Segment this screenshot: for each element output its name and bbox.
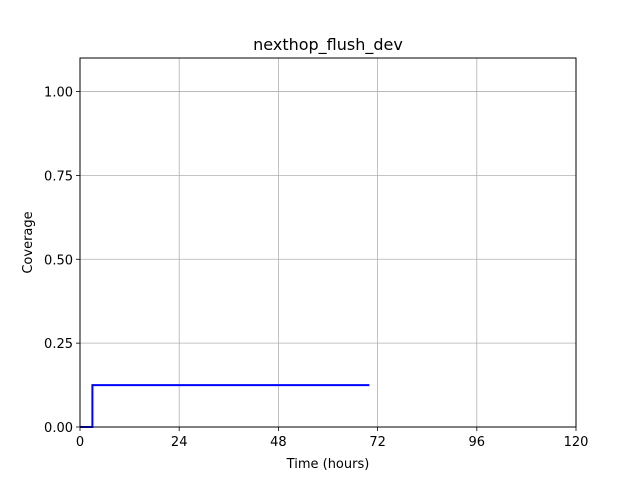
grid [79, 58, 577, 428]
ticks: 0 24 48 72 96 120 0.00 0.25 0.50 0.75 1.00 [44, 86, 588, 450]
x-tick-label: 72 [369, 435, 386, 450]
chart-title: nexthop_flush_dev [253, 35, 403, 55]
series-line [80, 384, 370, 428]
x-tick-label: 48 [270, 435, 287, 450]
y-axis-title: Coverage [21, 211, 36, 273]
x-tick-label: 120 [564, 435, 589, 450]
y-tick-label: 0.25 [44, 337, 73, 352]
y-tick-label: 0.00 [44, 421, 73, 436]
y-tick-label: 0.75 [44, 169, 73, 184]
y-tick-label: 0.50 [44, 253, 73, 268]
x-axis-title: Time (hours) [286, 457, 370, 472]
y-tick-label: 1.00 [44, 86, 73, 101]
x-tick-label: 96 [469, 435, 486, 450]
plot-frame [79, 57, 577, 428]
x-tick-label: 24 [171, 435, 188, 450]
x-tick-label: 0 [76, 435, 84, 450]
series-layer [80, 384, 370, 428]
